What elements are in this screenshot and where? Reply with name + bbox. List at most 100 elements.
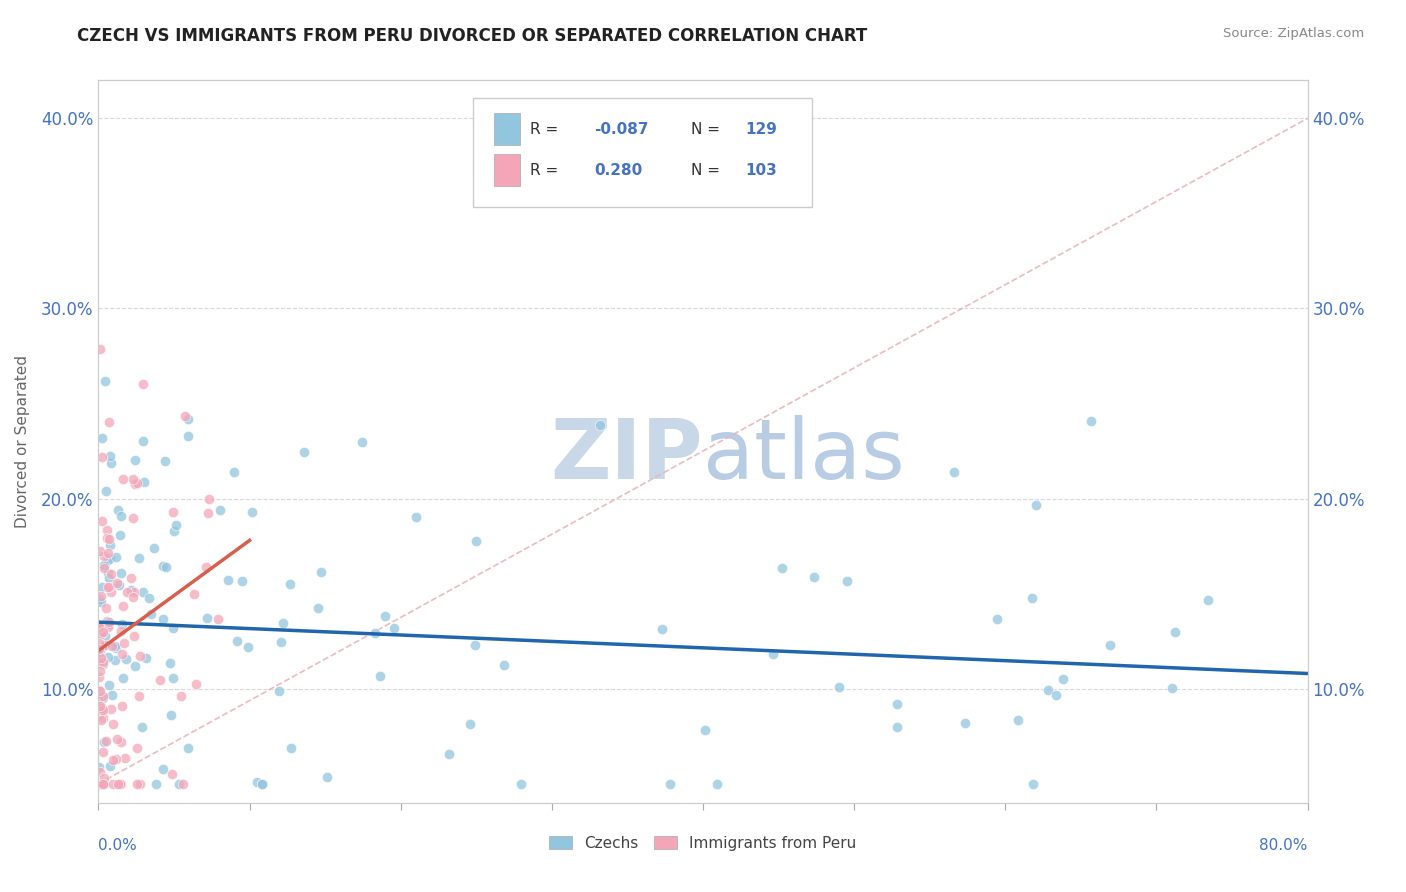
Point: [93, 549, 115, 563]
Point: [89, 544, 111, 558]
Point: [209, 503, 232, 517]
Point: [89, 764, 111, 779]
Point: [124, 453, 146, 467]
Point: [98, 759, 121, 773]
Point: [107, 777, 129, 791]
Point: [100, 640, 122, 654]
Point: [184, 677, 207, 691]
Point: [94, 733, 117, 747]
Point: [91, 657, 114, 671]
Point: [886, 720, 908, 734]
Point: [177, 429, 200, 443]
Point: [138, 591, 160, 606]
Text: 103: 103: [745, 163, 778, 178]
Point: [165, 518, 187, 533]
Point: [250, 777, 273, 791]
Text: CZECH VS IMMIGRANTS FROM PERU DIVORCED OR SEPARATED CORRELATION CHART: CZECH VS IMMIGRANTS FROM PERU DIVORCED O…: [77, 27, 868, 45]
Point: [439, 747, 461, 761]
Point: [91, 655, 114, 669]
Point: [100, 567, 122, 582]
Point: [112, 599, 135, 613]
Point: [1080, 414, 1102, 428]
Point: [762, 648, 785, 662]
Point: [364, 626, 387, 640]
Point: [93, 772, 115, 786]
Point: [589, 417, 612, 432]
Point: [510, 777, 533, 791]
Point: [87, 626, 110, 640]
Point: [129, 777, 152, 791]
Point: [87, 621, 110, 635]
Legend: Czechs, Immigrants from Peru: Czechs, Immigrants from Peru: [543, 830, 863, 857]
Point: [97, 620, 120, 634]
Text: N =: N =: [690, 163, 724, 178]
Point: [90, 703, 112, 717]
Point: [112, 671, 135, 685]
Point: [770, 560, 793, 574]
Point: [828, 681, 851, 695]
Point: [108, 578, 131, 592]
Point: [352, 434, 374, 449]
Point: [1052, 672, 1074, 686]
Point: [131, 720, 153, 734]
Point: [89, 617, 111, 632]
Point: [120, 571, 142, 585]
Point: [1036, 683, 1059, 698]
Point: [90, 650, 112, 665]
Point: [128, 550, 150, 565]
Point: [104, 549, 127, 564]
Point: [91, 581, 114, 595]
Point: [89, 698, 111, 713]
Point: [98, 615, 121, 629]
Point: [173, 777, 195, 791]
Point: [162, 622, 184, 636]
Point: [100, 702, 122, 716]
Point: [91, 745, 114, 759]
Point: [127, 475, 149, 490]
Point: [111, 698, 134, 713]
Text: 129: 129: [745, 122, 778, 136]
Point: [98, 449, 121, 463]
Point: [217, 573, 239, 587]
Point: [465, 533, 488, 548]
Point: [1161, 681, 1184, 696]
Point: [177, 741, 200, 756]
Point: [96, 614, 118, 628]
Point: [101, 717, 124, 731]
Point: [835, 574, 858, 588]
Point: [236, 640, 259, 655]
Point: [160, 766, 183, 780]
Point: [315, 770, 337, 784]
Point: [110, 624, 132, 638]
Point: [292, 444, 315, 458]
Point: [245, 774, 267, 789]
Point: [1045, 688, 1067, 702]
Point: [307, 601, 329, 615]
Point: [93, 777, 115, 791]
Point: [89, 683, 111, 698]
Text: 0.280: 0.280: [595, 163, 643, 178]
Point: [124, 659, 146, 673]
Point: [94, 374, 117, 388]
Point: [89, 684, 111, 698]
Point: [110, 735, 132, 749]
Point: [270, 635, 292, 649]
Point: [87, 636, 110, 650]
Point: [100, 585, 122, 599]
Point: [89, 760, 111, 774]
Text: -0.087: -0.087: [595, 122, 648, 136]
Point: [96, 566, 118, 581]
Point: [152, 558, 174, 573]
Point: [105, 731, 128, 746]
Point: [87, 592, 110, 607]
Point: [1197, 592, 1219, 607]
Point: [111, 617, 134, 632]
Point: [110, 566, 132, 580]
Point: [97, 649, 120, 664]
Point: [143, 541, 166, 555]
Point: [87, 656, 110, 670]
Point: [198, 491, 221, 506]
Point: [132, 585, 155, 599]
Point: [280, 741, 302, 756]
Point: [91, 514, 114, 528]
